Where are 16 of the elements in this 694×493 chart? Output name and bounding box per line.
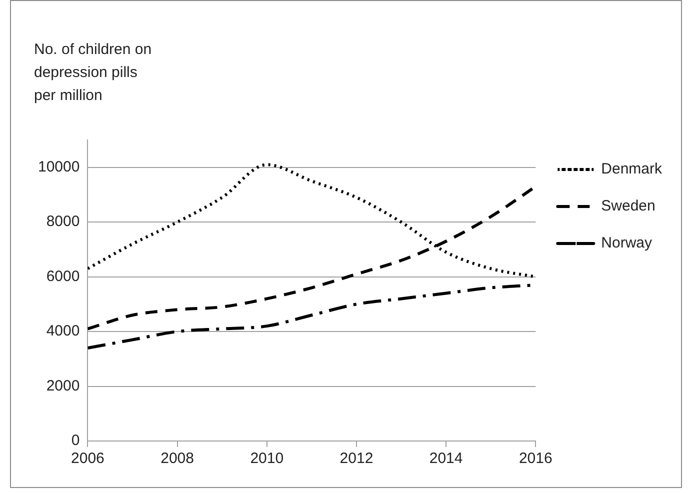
y-tick-label: 2000 (46, 377, 80, 394)
y-axis-title: No. of children on depression pills per million (34, 40, 153, 106)
y-tick-label: 10000 (38, 158, 80, 176)
x-tick-label: 2014 (429, 450, 463, 468)
x-tick-label: 2016 (518, 450, 552, 468)
x-tick-label: 2012 (340, 450, 374, 468)
legend-label: Sweden (601, 198, 656, 215)
y-tick-label: 4000 (46, 322, 80, 340)
x-tick-label: 2006 (71, 450, 104, 468)
y-tick-label: 0 (71, 432, 80, 450)
legend-label: Norway (601, 234, 652, 252)
legend-label: Denmark (601, 160, 662, 178)
y-tick-label: 8000 (46, 213, 80, 230)
y-tick-label: 6000 (46, 268, 80, 285)
x-tick-label: 2008 (160, 450, 194, 468)
x-tick-label: 2010 (250, 450, 284, 468)
